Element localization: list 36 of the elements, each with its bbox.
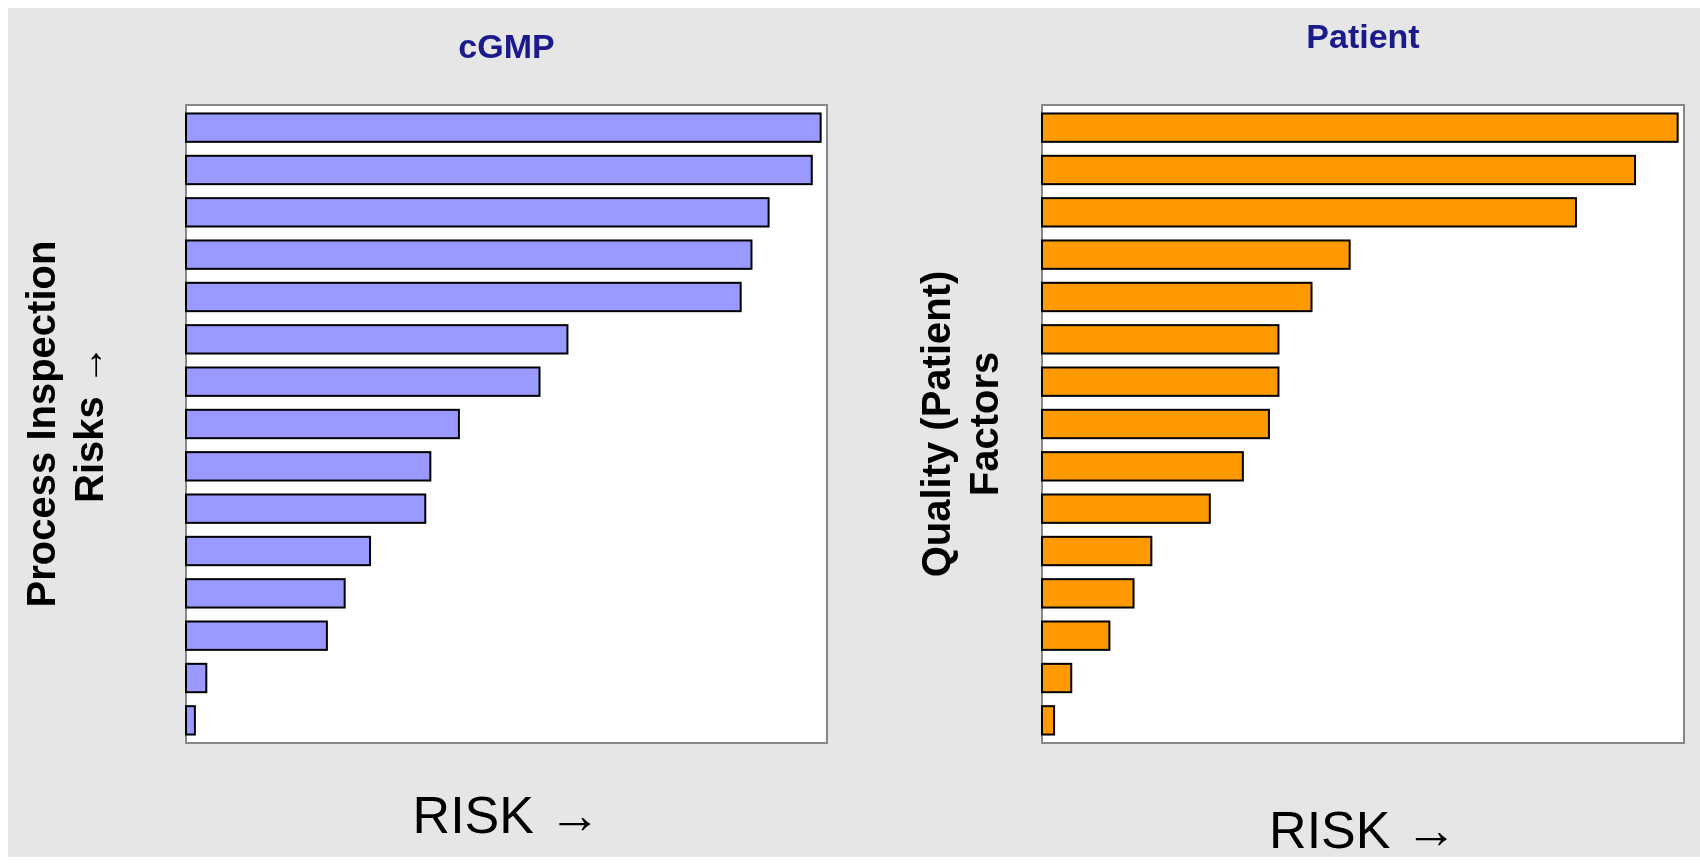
bar xyxy=(1041,197,1577,228)
bar xyxy=(185,451,432,482)
bar xyxy=(185,239,753,270)
bar xyxy=(185,493,427,524)
bar xyxy=(1041,451,1244,482)
bar xyxy=(185,578,346,609)
bar xyxy=(1041,493,1211,524)
bar xyxy=(1041,154,1637,186)
bar xyxy=(185,366,541,397)
bar xyxy=(185,620,328,651)
bar xyxy=(1041,705,1056,736)
bar xyxy=(1041,366,1280,397)
bar xyxy=(185,535,372,567)
bar xyxy=(1041,112,1679,143)
chart-title: cGMP xyxy=(458,27,555,65)
bar xyxy=(185,197,770,228)
bar xyxy=(1041,239,1351,270)
bar xyxy=(185,154,813,186)
y-axis-title: Quality (Patient) Factors xyxy=(914,270,1006,578)
bar xyxy=(1041,578,1135,609)
bar xyxy=(1041,408,1270,440)
bar xyxy=(1041,324,1280,355)
x-axis-title: RISK → xyxy=(412,786,601,844)
bar xyxy=(185,112,822,143)
bar xyxy=(1041,281,1313,313)
chart-title: Patient xyxy=(1306,17,1420,55)
bar xyxy=(1041,662,1073,694)
x-axis-title: RISK → xyxy=(1269,801,1457,859)
bar xyxy=(1041,535,1153,567)
bar xyxy=(185,324,569,355)
bar xyxy=(185,408,460,440)
bar xyxy=(1041,620,1111,651)
y-axis-title: Process Inspection Risks → xyxy=(19,240,111,608)
bar xyxy=(185,705,196,736)
bar xyxy=(185,662,208,694)
bar xyxy=(185,281,742,313)
